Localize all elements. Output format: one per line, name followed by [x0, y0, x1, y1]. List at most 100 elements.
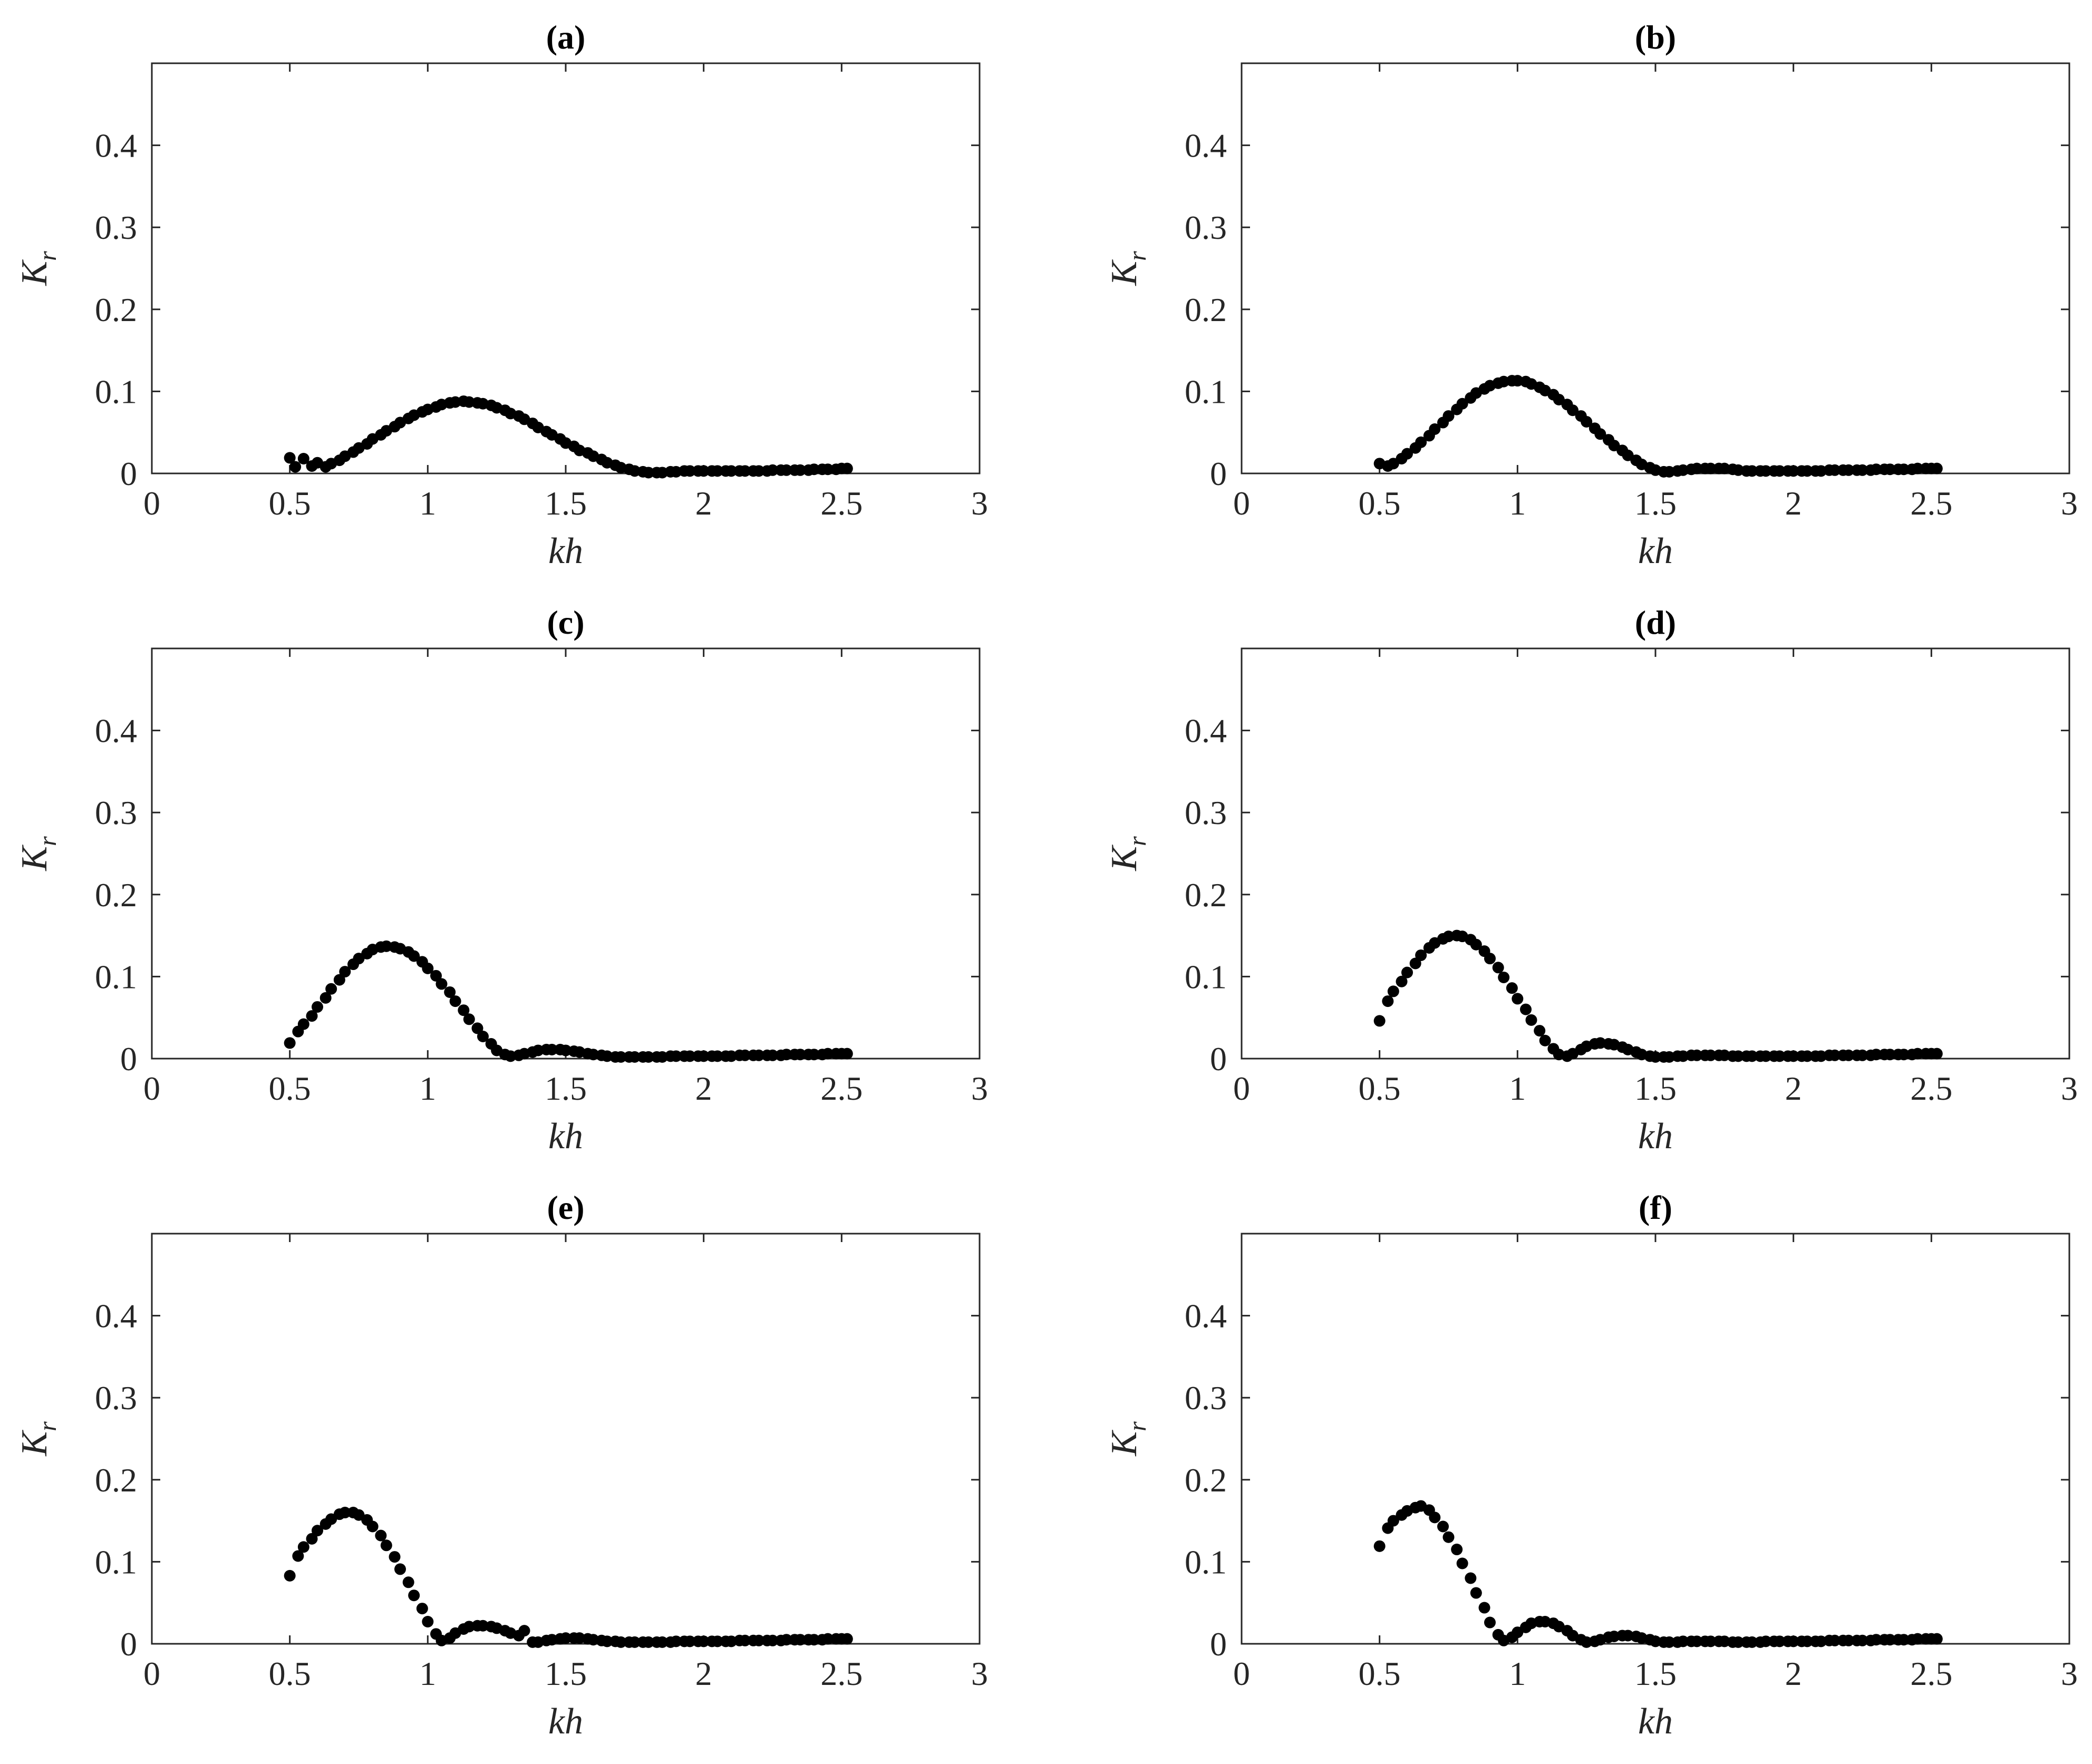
- data-point: [822, 1633, 834, 1645]
- data-point: [1774, 1635, 1786, 1647]
- y-tick-label: 0.4: [1185, 712, 1227, 750]
- data-point: [284, 1037, 296, 1049]
- data-point: [1539, 1034, 1551, 1046]
- y-axis-label-main: K: [14, 1430, 55, 1457]
- data-point: [463, 1013, 475, 1025]
- panel-title: (f): [1639, 1189, 1672, 1226]
- y-tick-label: 0: [120, 1625, 137, 1663]
- data-point: [1470, 938, 1482, 951]
- data-point: [1415, 949, 1427, 961]
- data-point: [1931, 462, 1943, 474]
- data-point: [1456, 1557, 1468, 1569]
- y-tick-label: 0.1: [1185, 958, 1227, 995]
- y-axis-label: Kr: [14, 836, 62, 871]
- data-point: [601, 1635, 613, 1647]
- x-tick-label: 2.5: [820, 1655, 863, 1692]
- data-point: [1520, 1003, 1532, 1015]
- data-point: [628, 1051, 641, 1063]
- x-tick-label: 3: [971, 1070, 988, 1107]
- plot-frame: [151, 1233, 981, 1645]
- y-tick-label: 0: [1210, 1625, 1227, 1663]
- data-point: [1478, 1602, 1490, 1614]
- chart-panel-a: (a) 0 0.5 1 1.5 2 2.5 3 0 0.1 0.2 0.3 0.4 kh Kr: [14, 18, 988, 571]
- data-point: [1801, 1050, 1813, 1062]
- data-point: [375, 1529, 387, 1542]
- data-point: [422, 962, 434, 974]
- data-point: [1415, 436, 1427, 448]
- data-point: [1912, 462, 1924, 474]
- data-point: [1498, 971, 1510, 983]
- data-point: [1746, 1050, 1758, 1062]
- y-tick-label: 0.2: [95, 1461, 137, 1499]
- y-tick-label: 0.2: [1185, 876, 1227, 914]
- data-point: [444, 986, 456, 998]
- x-tick-label: 1.5: [1634, 484, 1677, 522]
- data-point: [1442, 1531, 1455, 1543]
- data-point: [1856, 464, 1868, 476]
- x-tick-label: 2: [1785, 484, 1802, 522]
- y-axis-label-main: K: [1104, 259, 1145, 286]
- y-tick-label: 0.4: [1185, 127, 1227, 164]
- chart-panel-e: (e) 0 0.5 1 1.5 2 2.5 3 0 0.1 0.2 0.3 0.4 kh Kr: [14, 1189, 988, 1742]
- data-point: [297, 452, 309, 464]
- data-point: [656, 1636, 669, 1648]
- data-point: [1492, 962, 1504, 974]
- y-axis-label-subscript: r: [34, 1421, 62, 1431]
- x-tick-label: 2: [695, 1070, 712, 1107]
- y-tick-label: 0.3: [95, 209, 137, 246]
- data-point: [518, 1625, 530, 1637]
- y-tick-label: 0.1: [95, 373, 137, 410]
- data-point: [408, 1589, 420, 1602]
- data-point: [1567, 404, 1578, 416]
- data-point: [670, 1050, 682, 1062]
- y-tick-label: 0.4: [95, 127, 137, 164]
- y-axis-label-subscript: r: [1124, 251, 1151, 261]
- data-point: [408, 950, 420, 962]
- data-point: [1663, 1636, 1675, 1648]
- x-tick-label: 0.5: [1359, 1070, 1401, 1107]
- y-tick-label: 0.4: [95, 712, 137, 750]
- data-point: [402, 1576, 414, 1588]
- data-point: [1456, 398, 1468, 410]
- data-point: [1387, 985, 1399, 997]
- data-point: [289, 461, 302, 473]
- y-tick-label: 0.3: [1185, 1379, 1227, 1417]
- data-point: [312, 1525, 323, 1537]
- data-point: [615, 1051, 627, 1063]
- x-tick-label: 1: [419, 1070, 436, 1107]
- data-point: [1884, 1634, 1896, 1646]
- data-point: [1594, 428, 1606, 440]
- y-tick-label: 0.3: [1185, 794, 1227, 831]
- data-point: [711, 1050, 723, 1062]
- data-point: [1429, 423, 1441, 435]
- data-point: [1506, 982, 1518, 994]
- x-tick-label: 2: [695, 1655, 712, 1692]
- data-point: [670, 1635, 682, 1647]
- data-point: [1898, 463, 1910, 476]
- data-point: [1691, 462, 1703, 474]
- data-point: [841, 462, 853, 474]
- data-point: [546, 1043, 558, 1055]
- data-point: [767, 1049, 779, 1061]
- data-point: [1760, 465, 1772, 477]
- x-tick-label: 2.5: [1910, 1070, 1952, 1107]
- data-point: [284, 1569, 296, 1582]
- data-point: [794, 1634, 806, 1646]
- data-point: [1801, 1635, 1813, 1647]
- x-tick-label: 0: [1233, 1070, 1250, 1107]
- x-tick-label: 0.5: [269, 484, 311, 522]
- data-point: [767, 464, 779, 476]
- data-point: [1746, 1636, 1758, 1648]
- data-point: [841, 1048, 853, 1060]
- y-tick-label: 0.1: [95, 958, 137, 995]
- data-point: [422, 1615, 434, 1627]
- data-point: [1931, 1048, 1943, 1060]
- data-point: [1401, 448, 1413, 460]
- x-tick-label: 0: [1233, 484, 1250, 522]
- data-point: [643, 1051, 654, 1063]
- data-point: [1931, 1633, 1943, 1645]
- data-point: [1409, 957, 1421, 970]
- data-point: [1843, 1634, 1855, 1646]
- x-tick-label: 2: [1785, 1655, 1802, 1692]
